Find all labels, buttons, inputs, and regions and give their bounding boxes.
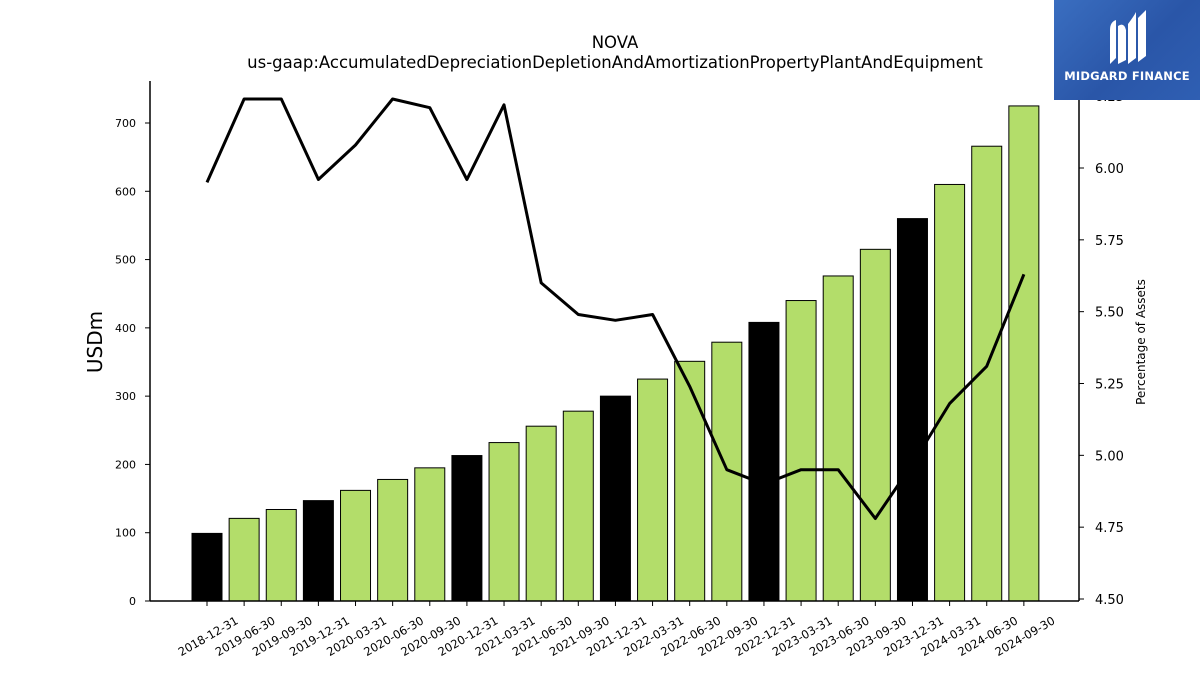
line-series-group [205, 97, 1026, 520]
y-axis-label: USDm [83, 311, 107, 373]
bar [265, 508, 297, 602]
y2-tick-label: 5.25 [1095, 378, 1124, 393]
bar [414, 467, 446, 602]
y-tick-label: 200 [115, 458, 136, 471]
y2-tick-label: 5.75 [1095, 234, 1124, 249]
midgard-finance-logo: MIDGARD FINANCE [1054, 0, 1200, 100]
y-tick-label: 300 [115, 390, 136, 403]
y-tick-label: 700 [115, 117, 136, 130]
bar [228, 517, 260, 602]
bar [488, 442, 520, 602]
midgard-logo-icon [1110, 10, 1146, 65]
percentage-line [205, 97, 1026, 520]
bars-group [191, 105, 1040, 602]
bar [822, 275, 854, 602]
y-tick-label: 600 [115, 185, 136, 198]
y2-tick-label: 4.50 [1095, 593, 1124, 608]
chart-subtitle: us-gaap:AccumulatedDepreciationDepletion… [247, 53, 983, 72]
bar [674, 360, 706, 602]
bar [971, 145, 1003, 602]
y2-tick-label: 4.75 [1095, 521, 1124, 536]
bar [451, 455, 483, 602]
chart-title: NOVA [592, 33, 639, 52]
bar [377, 478, 409, 602]
bar [525, 425, 557, 602]
y2-tick-label: 5.50 [1095, 306, 1124, 321]
logo-text: MIDGARD FINANCE [1064, 69, 1190, 83]
bar [859, 248, 891, 602]
bar [1008, 105, 1040, 602]
bar [637, 378, 669, 602]
bar [302, 500, 334, 602]
bar [599, 395, 631, 602]
y2-tick-label: 5.00 [1095, 449, 1124, 464]
bar [340, 489, 372, 602]
bar [896, 218, 928, 602]
y-tick-label: 100 [115, 527, 136, 540]
bar [748, 321, 780, 602]
y-tick-label: 400 [115, 322, 136, 335]
y-tick-label: 500 [115, 254, 136, 267]
bar [711, 341, 743, 602]
y2-axis-label: Percentage of Assets [1134, 279, 1148, 405]
y2-tick-label: 6.00 [1095, 162, 1124, 177]
bar [562, 410, 594, 602]
bar [785, 300, 817, 602]
y-tick-label: 0 [129, 595, 136, 608]
bar [191, 532, 223, 602]
